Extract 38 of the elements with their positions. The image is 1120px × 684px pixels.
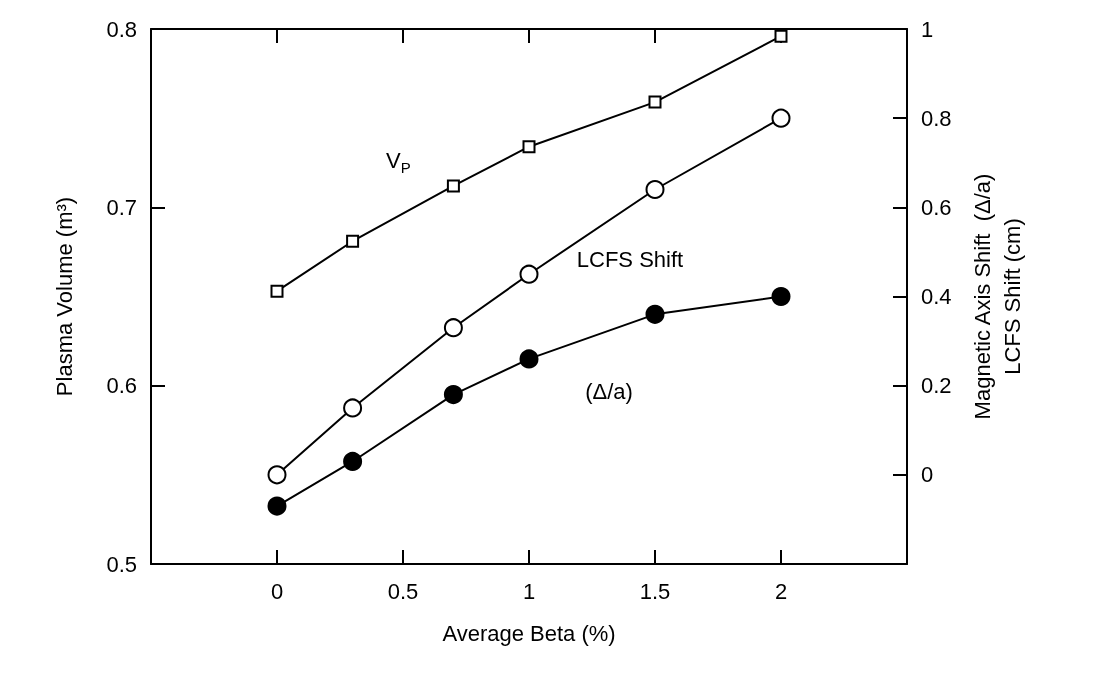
point	[645, 180, 665, 199]
point	[446, 179, 460, 193]
y-axis-title: Plasma Volume (m³)	[51, 196, 77, 397]
series-label: LCFS Shift	[576, 247, 684, 272]
y2-axis-title: Magnetic Axis Shift (Δ/a) LCFS Shift (cm)	[969, 173, 1025, 420]
y-tick-label: 0.8	[106, 16, 137, 42]
point	[270, 284, 284, 298]
y-tick-label: 0.7	[106, 194, 137, 220]
series-label: (Δ/a)	[585, 379, 633, 405]
point	[343, 398, 363, 418]
point	[771, 108, 791, 128]
y2-tick-label: 0.8	[921, 105, 952, 131]
point	[267, 496, 287, 516]
point	[519, 349, 539, 369]
point	[443, 318, 463, 338]
y2-tick-label: 0	[921, 462, 934, 488]
point	[519, 264, 539, 284]
point	[645, 304, 665, 324]
x-tick-label: 1	[522, 578, 536, 604]
x-tick-label: 1.5	[639, 578, 671, 604]
y2-tick-label: 0.4	[921, 284, 952, 309]
x-tick-label: 2	[774, 578, 788, 604]
y-tick-label: 0.6	[106, 373, 137, 399]
y2-tick-label: 0.6	[921, 194, 952, 220]
point	[343, 451, 363, 471]
x-axis-title: Average Beta (%)	[442, 620, 616, 646]
point	[267, 465, 287, 485]
y-tick-label: 0.5	[106, 551, 137, 577]
point	[443, 385, 463, 405]
point	[522, 140, 536, 154]
x-tick-label: 0	[270, 578, 284, 604]
y2-tick-label: 0.2	[921, 373, 952, 399]
point	[771, 287, 791, 306]
point	[648, 95, 662, 109]
x-tick-label: 0.5	[387, 578, 419, 604]
point	[774, 29, 788, 43]
y2-tick-label: 1	[921, 16, 934, 42]
point	[346, 234, 360, 248]
